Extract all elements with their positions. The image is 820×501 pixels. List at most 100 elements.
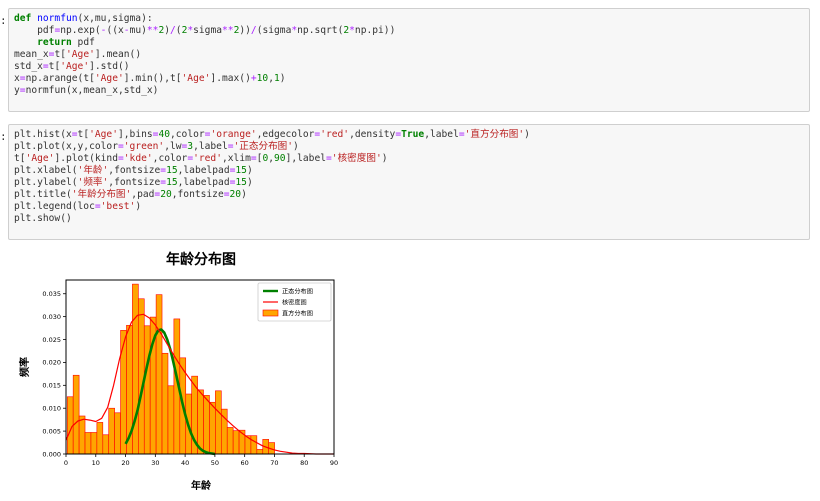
legend-label-kde: 核密度图	[282, 299, 307, 307]
code-token: ,fontsize	[108, 177, 161, 188]
code-token: 3	[187, 141, 194, 152]
histogram-bar	[96, 422, 104, 455]
code-token: (sigma	[256, 25, 292, 36]
y-tick-label: 0.015	[42, 382, 61, 390]
code-token: ].plot(kind	[54, 153, 118, 164]
code-token: sigma	[193, 25, 223, 36]
code-line: plt.legend(loc='best')	[14, 201, 804, 213]
code-token: ].std()	[89, 61, 130, 72]
code-token: 'orange'	[210, 129, 257, 140]
code-token: =	[181, 141, 188, 152]
code-token: =	[118, 153, 124, 164]
code-token: 40	[158, 129, 170, 140]
x-tick-label: 10	[92, 459, 100, 467]
code-cell-normfun[interactable]: def normfun(x,mu,sigma): pdf=np.exp(-((x…	[8, 8, 810, 112]
chart-title: 年龄分布图	[166, 251, 236, 268]
code-token: pdf	[14, 25, 55, 36]
code-token: np.pi))	[354, 25, 396, 36]
code-token: =	[187, 153, 194, 164]
histogram-bar	[197, 389, 204, 455]
x-tick-label: 60	[241, 459, 249, 467]
code-token: ],label	[285, 153, 327, 164]
x-tick-label: 0	[64, 459, 68, 467]
cell-prompt: :	[0, 130, 7, 143]
code-token: =	[458, 129, 465, 140]
code-token: 15	[235, 177, 247, 188]
code-token: ,color	[152, 153, 188, 164]
code-token: t[	[48, 61, 61, 72]
code-token: t[	[77, 129, 90, 140]
code-token: =	[227, 141, 234, 152]
code-token: =	[229, 165, 236, 176]
x-tick-label: 40	[181, 459, 189, 467]
y-tick-label: 0.020	[42, 359, 61, 367]
code-token: 20	[229, 189, 242, 200]
code-token: =	[117, 141, 124, 152]
histogram-bar	[167, 385, 175, 455]
code-token: *	[187, 25, 194, 36]
legend-label-normal: 正态分布图	[282, 288, 313, 296]
code-token: =	[223, 189, 230, 200]
code-token: 'best'	[100, 201, 136, 212]
code-token: 'red'	[320, 129, 350, 140]
histogram-chart: 年龄分布图 年龄 频率 0 10 20 30 40 50 60 70 80 90 0.000 0.00…	[18, 251, 338, 492]
code-token: (x,mu,sigma):	[77, 13, 153, 24]
code-line: mean_x=t['Age'].mean()	[14, 49, 804, 61]
code-token: np.arange(t[	[25, 73, 95, 84]
code-token: )	[241, 189, 247, 200]
code-token: ,edgecolor	[256, 129, 315, 140]
code-token: std_x	[14, 61, 43, 72]
code-token: mean_x	[14, 49, 49, 60]
code-token: normfun(x,mean_x,std_x)	[25, 85, 159, 96]
code-token: )	[524, 129, 530, 140]
code-token: '直方分布图'	[464, 129, 525, 140]
code-token: *	[349, 25, 355, 36]
plot-frame	[65, 279, 335, 455]
histogram-bar	[84, 432, 92, 455]
code-line: plt.show()	[14, 213, 804, 225]
x-tick-label: 70	[270, 459, 278, 467]
code-token: ,lw	[164, 141, 182, 152]
code-line: plt.hist(x=t['Age'],bins=40,color='orang…	[14, 129, 804, 141]
code-token: 90	[274, 153, 286, 164]
code-token: =	[160, 165, 167, 176]
code-token: '核密度图'	[331, 153, 382, 164]
code-token: 15	[166, 177, 178, 188]
histogram-bar	[108, 407, 115, 455]
code-token: )	[246, 177, 253, 188]
code-token: normfun	[37, 13, 78, 24]
code-token: ))	[239, 25, 251, 36]
code-token: =	[160, 177, 167, 188]
histogram-bar	[143, 325, 151, 455]
x-tick-label: 20	[121, 459, 129, 467]
y-tick-label: 0.010	[42, 405, 61, 413]
code-line: t['Age'].plot(kind='kde',color='red',xli…	[14, 153, 804, 165]
code-token: =	[326, 153, 332, 164]
code-token: )	[135, 201, 142, 212]
code-token: -	[123, 25, 130, 36]
code-token: plt.hist(x	[14, 129, 72, 140]
legend-label-hist: 直方分布图	[282, 310, 313, 318]
code-token: plt.ylabel(	[14, 177, 78, 188]
code-token: 'green'	[123, 141, 165, 152]
code-token: '年龄分布图'	[71, 189, 132, 200]
code-token: 'red'	[193, 153, 222, 164]
code-line: x=np.arange(t['Age'].min(),t['Age'].max(…	[14, 73, 804, 85]
histogram-bar	[161, 352, 169, 455]
code-token: 1	[273, 73, 280, 84]
histogram-bar	[78, 415, 86, 455]
code-token: ,label	[193, 141, 228, 152]
code-token: t[	[14, 153, 26, 164]
code-cell-plot[interactable]: plt.hist(x=t['Age'],bins=40,color='orang…	[8, 124, 810, 240]
code-token: '频率'	[77, 177, 109, 188]
code-token: 15	[166, 165, 178, 176]
code-line: plt.title('年龄分布图',pad=20,fontsize=20)	[14, 189, 804, 201]
histogram-bar	[209, 401, 216, 455]
code-token: plt.plot(x,y,color	[14, 141, 118, 152]
histogram-bar	[66, 396, 74, 455]
code-token: =	[395, 129, 402, 140]
code-token: [	[256, 153, 263, 164]
code-token: =	[94, 201, 101, 212]
code-token: 'Age'	[66, 49, 95, 60]
code-token: +	[250, 73, 257, 84]
